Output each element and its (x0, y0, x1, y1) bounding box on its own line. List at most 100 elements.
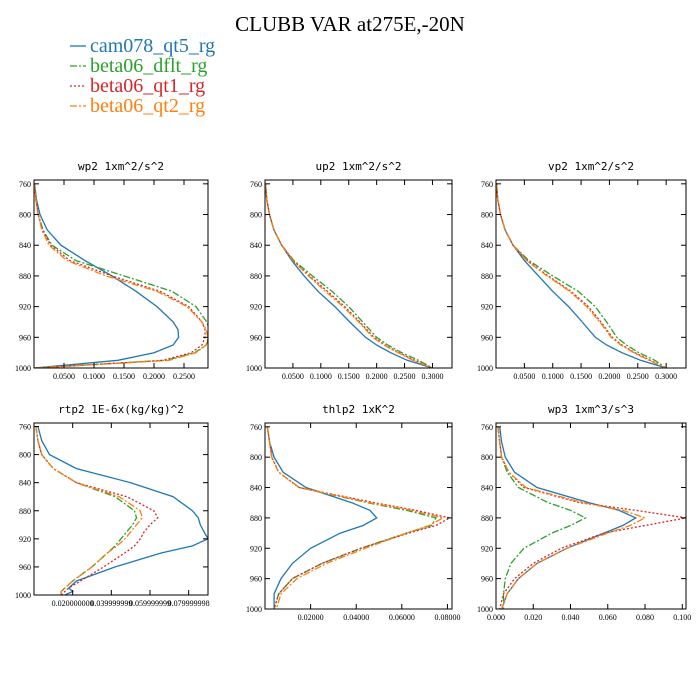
y-tick-label: 1000 (15, 591, 31, 600)
series-line-beta06_qt2_rg (34, 183, 208, 368)
series-line-beta06_dflt_rg (497, 426, 587, 609)
x-tick-label: 0.100 (673, 613, 691, 622)
y-tick-label: 960 (19, 333, 31, 342)
x-tick-label: 0.1500 (113, 372, 135, 381)
y-tick-label: 800 (250, 211, 262, 220)
figure-title: CLUBB VAR at275E,-20N (235, 12, 465, 36)
series-line-beta06_qt1_rg (266, 426, 452, 609)
x-tick-label: 0.08000 (434, 613, 460, 622)
y-tick-label: 760 (481, 423, 493, 432)
panel-2: up2 1xm^2/s^2 760 800 840 880 920 960 1000 0.050… (246, 160, 453, 381)
x-tick-label: 0.3000 (655, 372, 677, 381)
x-tick-label: 0.1000 (310, 372, 332, 381)
x-tick-label: 0.1000 (542, 372, 564, 381)
y-tick-label: 840 (19, 479, 31, 488)
y-tick-label: 920 (481, 303, 493, 312)
series-line-cam078_qt5_rg (34, 183, 180, 368)
y-tick-label: 960 (250, 333, 262, 342)
series-line-beta06_qt2_rg (35, 426, 144, 595)
y-tick-label: 960 (19, 563, 31, 572)
y-tick-label: 840 (481, 241, 493, 250)
series-line-beta06_qt2_rg (497, 426, 647, 609)
y-tick-label: 880 (19, 272, 31, 281)
plot-frame (33, 179, 209, 369)
series-line-cam078_qt5_rg (266, 426, 378, 609)
y-tick-label: 800 (19, 451, 31, 460)
y-tick-label: 760 (250, 180, 262, 189)
x-tick-label: 0.000 (487, 613, 505, 622)
panel-3: vp2 1xm^2/s^2 760 800 840 880 920 960 1000 0.050… (477, 160, 687, 381)
series-line-beta06_dflt_rg (34, 183, 208, 368)
x-tick-label: 0.0500 (282, 372, 304, 381)
panel-1: wp2 1xm^2/s^2 760 800 840 880 920 960 1000 0.050… (15, 160, 209, 381)
series-line-beta06_qt1_rg (35, 426, 159, 595)
panel-title: wp2 1xm^2/s^2 (78, 160, 164, 173)
plot-frame (495, 179, 687, 369)
y-tick-label: 1000 (477, 364, 493, 373)
panel-title: up2 1xm^2/s^2 (315, 160, 401, 173)
y-tick-label: 840 (19, 241, 31, 250)
x-tick-label: 0.3000 (421, 372, 443, 381)
panel-title: wp3 1xm^3/s^3 (548, 403, 634, 416)
series-line-beta06_qt1_rg (34, 183, 206, 368)
x-tick-label: 0.059999999 (129, 599, 171, 608)
x-tick-label: 0.039999999 (90, 599, 132, 608)
x-tick-label: 0.080 (636, 613, 654, 622)
y-tick-label: 880 (250, 514, 262, 523)
series-line-beta06_dflt_rg (266, 426, 438, 609)
x-tick-label: 0.020 (524, 613, 542, 622)
legend: cam078_qt5_rgbeta06_dflt_rgbeta06_qt1_rg… (70, 35, 215, 117)
legend-entry: cam078_qt5_rg (70, 35, 215, 57)
x-tick-label: 0.06000 (389, 613, 415, 622)
legend-label: beta06_qt1_rg (90, 75, 205, 97)
legend-label: beta06_dflt_rg (90, 55, 207, 77)
panel-title: vp2 1xm^2/s^2 (548, 160, 634, 173)
legend-entry: beta06_qt2_rg (70, 95, 205, 117)
y-tick-label: 920 (19, 535, 31, 544)
y-tick-label: 880 (481, 272, 493, 281)
y-tick-label: 800 (481, 211, 493, 220)
y-tick-label: 800 (481, 453, 493, 462)
series-line-cam078_qt5_rg (37, 426, 208, 595)
series-line-beta06_dflt_rg (35, 426, 138, 595)
y-tick-label: 1000 (15, 364, 31, 373)
x-tick-label: 0.0500 (53, 372, 75, 381)
x-tick-label: 0.079999998 (168, 599, 210, 608)
x-tick-label: 0.040 (562, 613, 580, 622)
panel-5: thlp2 1xK^2 760 800 840 880 920 960 1000 0.02000… (246, 403, 460, 622)
y-tick-label: 840 (481, 484, 493, 493)
y-tick-label: 960 (250, 575, 262, 584)
plot-frame (495, 422, 687, 610)
x-tick-label: 0.2000 (366, 372, 388, 381)
y-tick-label: 760 (481, 180, 493, 189)
y-tick-label: 760 (250, 423, 262, 432)
series-line-beta06_qt2_rg (265, 183, 433, 368)
panel-4: rtp2 1E-6x(kg/kg)^2 760 800 840 880 920 960 100… (15, 403, 210, 608)
x-tick-label: 0.060 (599, 613, 617, 622)
panels: wp2 1xm^2/s^2 760 800 840 880 920 960 1000 0.050… (15, 160, 691, 622)
y-tick-label: 920 (250, 303, 262, 312)
series-line-beta06_qt2_rg (496, 183, 667, 368)
series-line-beta06_dflt_rg (265, 183, 433, 368)
x-tick-label: 0.2000 (143, 372, 165, 381)
y-tick-label: 880 (481, 514, 493, 523)
x-tick-label: 0.1500 (338, 372, 360, 381)
y-tick-label: 920 (481, 544, 493, 553)
series-line-cam078_qt5_rg (499, 426, 638, 609)
series-line-cam078_qt5_rg (265, 183, 433, 368)
y-tick-label: 1000 (246, 364, 262, 373)
y-tick-label: 1000 (477, 605, 493, 614)
x-tick-label: 0.02000 (298, 613, 324, 622)
x-tick-label: 0.2500 (173, 372, 195, 381)
x-tick-label: 0.020000000 (52, 599, 94, 608)
x-tick-label: 0.04000 (343, 613, 369, 622)
x-tick-label: 0.1000 (83, 372, 105, 381)
series-line-beta06_qt1_rg (496, 183, 667, 368)
y-tick-label: 760 (19, 180, 31, 189)
plot-frame (33, 422, 209, 596)
y-tick-label: 800 (19, 211, 31, 220)
x-tick-label: 0.2500 (394, 372, 416, 381)
series-line-beta06_qt1_rg (265, 183, 433, 368)
series-line-beta06_dflt_rg (496, 183, 667, 368)
